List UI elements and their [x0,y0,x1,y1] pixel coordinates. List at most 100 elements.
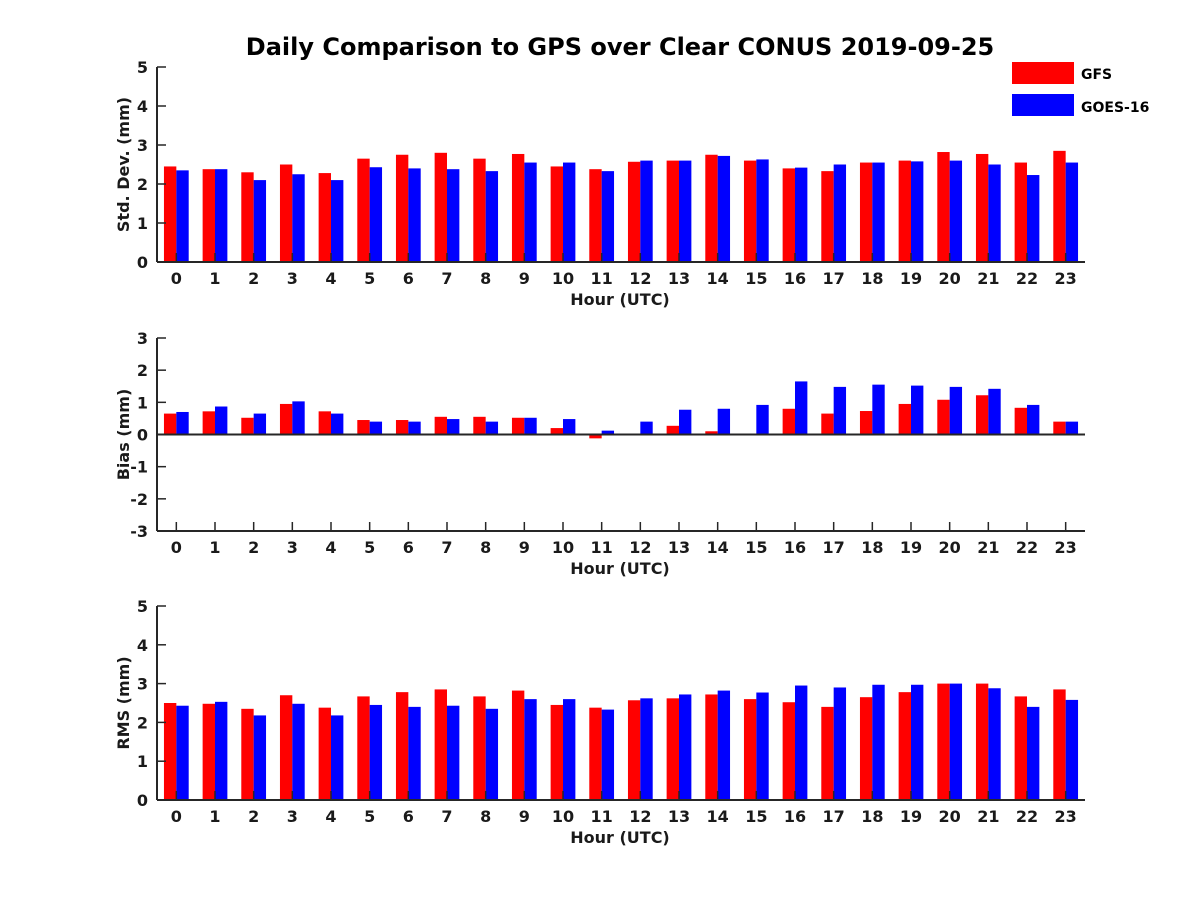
x-axis-label-bias: Hour (UTC) [570,559,670,578]
x-tick-label-std: 7 [441,269,452,288]
bar-rms-goes16-18 [872,684,885,800]
bar-rms-gfs-0 [163,703,177,800]
x-tick-label-rms: 20 [939,807,961,826]
bar-std-gfs-8 [473,158,486,262]
bar-std-goes16-6 [408,168,421,262]
bar-std-goes16-4 [331,180,344,262]
bar-bias-goes16-4 [331,413,344,435]
bar-std-goes16-22 [1027,175,1040,262]
bar-bias-goes16-21 [988,388,1001,435]
x-tick-label-rms: 1 [209,807,220,826]
bar-rms-gfs-10 [550,704,563,800]
y-tick-label-rms: 2 [137,713,148,732]
bar-bias-goes16-10 [563,419,576,435]
x-tick-label-bias: 2 [248,538,259,557]
y-axis-label-rms: RMS (mm) [114,656,133,749]
bar-std-goes16-12 [640,160,653,262]
bar-bias-goes16-3 [292,401,305,435]
bar-std-goes16-20 [949,160,963,262]
legend-label-goes16: GOES-16 [1081,100,1149,116]
bar-bias-gfs-21 [975,395,989,435]
bar-bias-goes16-17 [833,386,847,435]
x-tick-label-rms: 0 [171,807,182,826]
bar-bias-gfs-6 [395,420,409,435]
x-tick-label-bias: 5 [364,538,375,557]
bar-rms-goes16-5 [369,704,383,800]
x-tick-label-bias: 7 [441,538,452,557]
bar-rms-gfs-18 [859,697,873,800]
x-tick-label-rms: 5 [364,807,375,826]
y-tick-label-bias: -2 [130,490,148,509]
x-tick-label-bias: 15 [745,538,767,557]
bar-bias-goes16-15 [756,404,769,435]
x-tick-label-rms: 23 [1055,807,1077,826]
bar-std-goes16-2 [253,180,267,262]
bar-rms-gfs-15 [743,699,757,800]
bar-bias-goes16-1 [215,406,228,435]
y-tick-label-std: 5 [137,58,148,77]
bar-rms-goes16-21 [988,688,1001,800]
x-tick-label-rms: 17 [823,807,845,826]
x-tick-label-std: 14 [707,269,729,288]
bar-rms-goes16-2 [253,715,267,800]
bar-std-gfs-17 [821,171,834,262]
bar-std-goes16-21 [988,164,1001,262]
x-axis-label-rms: Hour (UTC) [570,828,670,847]
y-tick-label-rms: 4 [137,636,148,655]
bar-std-goes16-17 [833,164,847,262]
x-tick-label-rms: 7 [441,807,452,826]
x-tick-label-rms: 14 [707,807,729,826]
bar-std-goes16-11 [601,171,615,262]
bar-rms-goes16-14 [717,690,731,800]
bar-std-goes16-8 [485,171,499,262]
x-tick-label-std: 5 [364,269,375,288]
y-tick-label-rms: 1 [137,752,148,771]
bar-bias-goes16-9 [524,417,537,435]
bar-rms-gfs-23 [1053,689,1066,800]
bar-bias-gfs-0 [163,413,177,435]
bar-bias-goes16-22 [1027,404,1040,435]
bar-bias-gfs-23 [1053,421,1066,435]
x-tick-label-rms: 13 [668,807,690,826]
bar-rms-gfs-16 [782,702,795,800]
bar-bias-goes16-16 [795,381,808,435]
x-tick-label-bias: 16 [784,538,806,557]
bar-bias-gfs-8 [473,416,486,435]
x-tick-label-rms: 11 [591,807,613,826]
x-tick-label-bias: 19 [900,538,922,557]
bar-rms-goes16-20 [949,683,963,800]
bar-bias-gfs-11 [589,434,602,439]
y-tick-label-bias: 0 [137,426,148,445]
bar-std-goes16-13 [679,160,692,262]
bar-rms-gfs-8 [473,696,486,800]
x-tick-label-bias: 4 [325,538,336,557]
bar-rms-gfs-12 [627,700,641,800]
bar-bias-gfs-14 [705,431,718,435]
bar-rms-gfs-20 [937,683,950,800]
y-tick-label-rms: 0 [137,791,148,810]
bar-std-goes16-7 [447,169,460,262]
legend: GFS GOES-16 [1012,62,1149,116]
bar-rms-gfs-22 [1014,696,1027,800]
x-tick-label-rms: 19 [900,807,922,826]
bar-rms-goes16-4 [331,715,344,800]
bar-rms-gfs-17 [821,706,834,800]
x-tick-label-bias: 6 [403,538,414,557]
x-tick-label-bias: 8 [480,538,491,557]
bar-std-goes16-19 [911,161,924,262]
bar-bias-goes16-6 [408,421,421,435]
x-tick-label-rms: 3 [287,807,298,826]
bar-bias-gfs-18 [859,411,873,435]
bar-rms-gfs-11 [589,707,602,800]
x-tick-label-bias: 14 [707,538,729,557]
bar-rms-goes16-19 [911,684,924,800]
x-tick-label-bias: 1 [209,538,220,557]
x-tick-label-std: 20 [939,269,961,288]
bar-std-gfs-4 [318,173,331,262]
bar-rms-goes16-13 [679,694,692,800]
x-tick-label-std: 21 [977,269,999,288]
x-tick-label-rms: 12 [629,807,651,826]
bar-bias-gfs-3 [279,403,293,435]
bar-std-gfs-10 [550,166,563,262]
